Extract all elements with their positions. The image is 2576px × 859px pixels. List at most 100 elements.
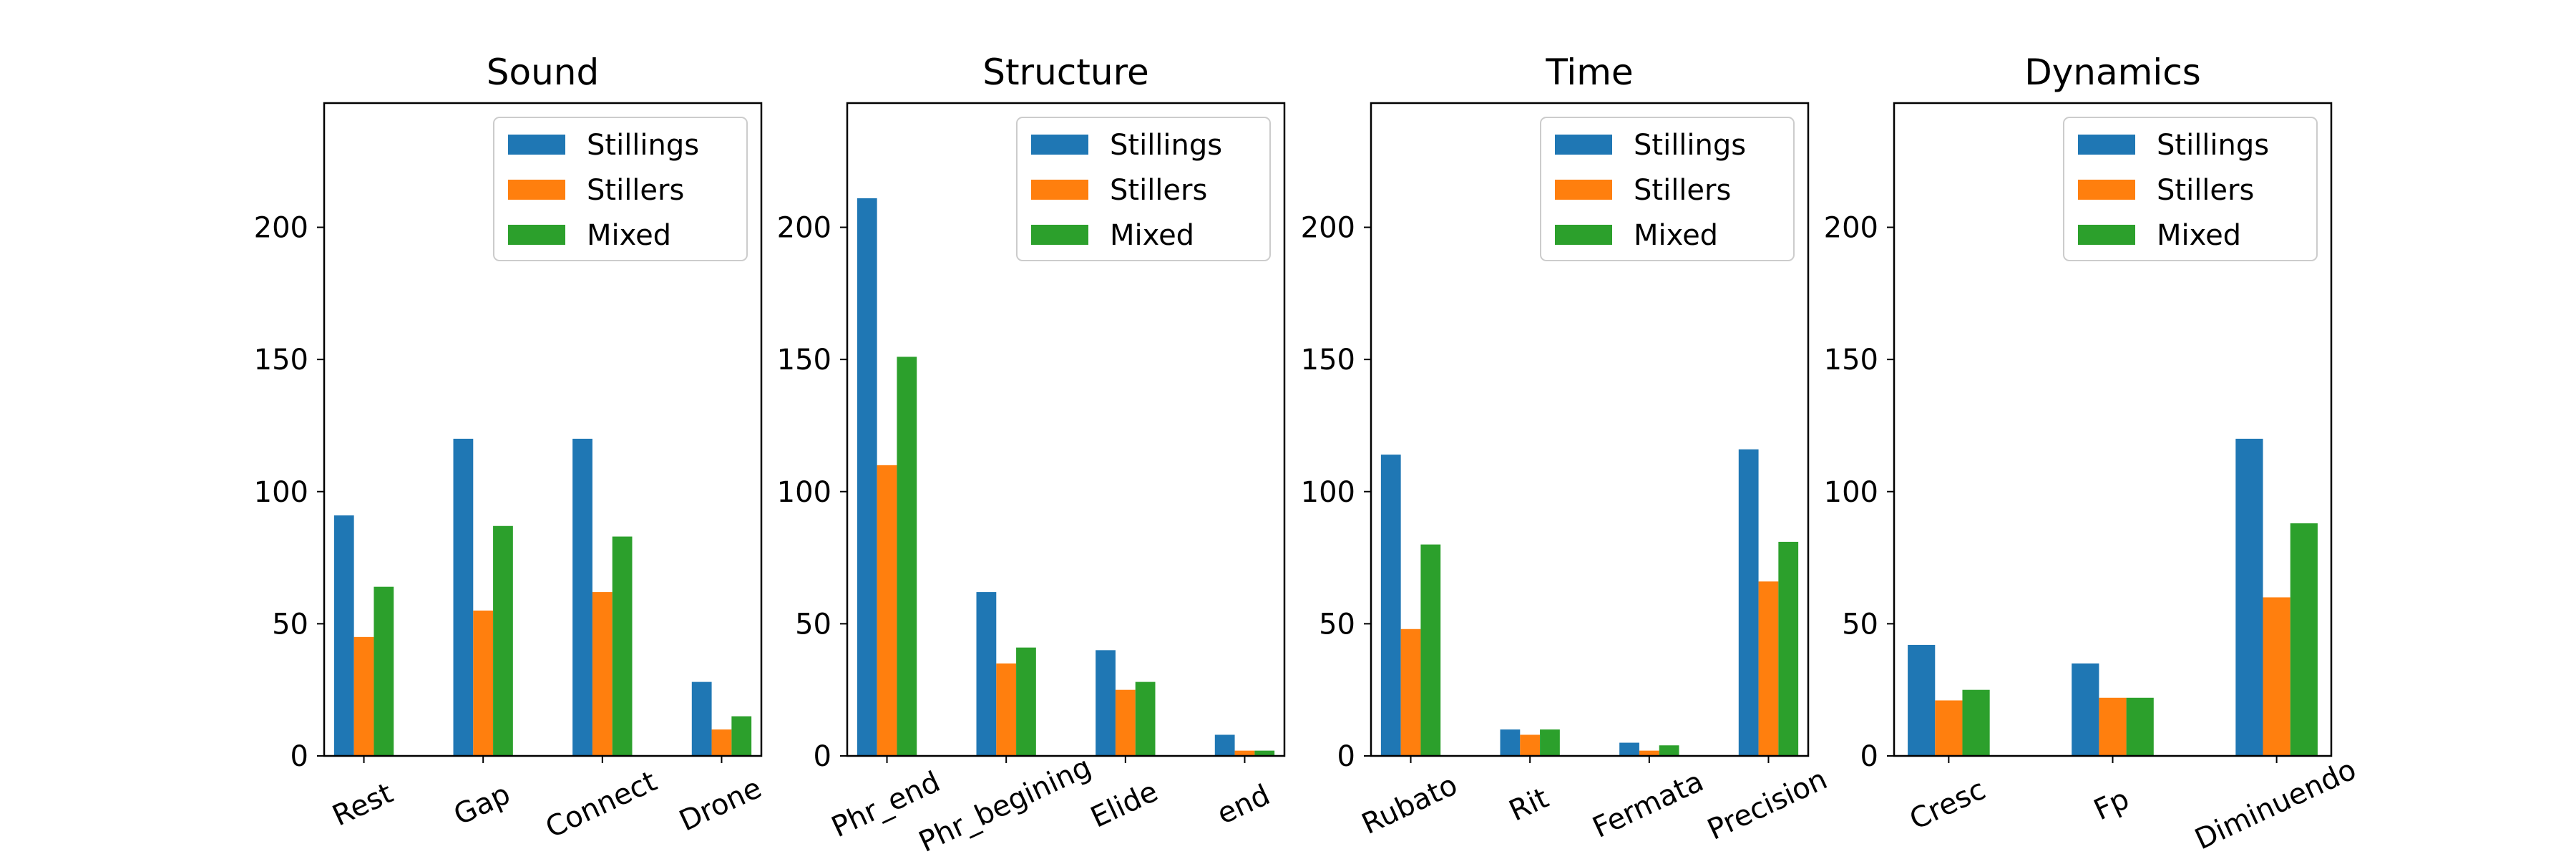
legend-swatch-stillings <box>508 135 565 155</box>
legend-label-stillings: Stillings <box>1110 129 1222 162</box>
legend-label-mixed: Mixed <box>1110 219 1194 252</box>
x-tick-label-fp: Fp <box>2089 782 2134 827</box>
y-tick-label: 200 <box>1301 212 1355 245</box>
legend-swatch-stillers <box>1555 180 1612 200</box>
x-tick-label-elide: Elide <box>1085 775 1163 835</box>
y-tick-label: 200 <box>1824 212 1878 245</box>
bar-mixed-connect <box>612 536 633 756</box>
legend-swatch-stillings <box>2078 135 2135 155</box>
bar-mixed-fermata <box>1659 745 1679 756</box>
bar-mixed-cresc <box>1962 689 1990 756</box>
y-tick-label: 50 <box>272 608 308 641</box>
bar-stillings-end <box>1214 734 1235 756</box>
legend-label-mixed: Mixed <box>2157 219 2241 252</box>
bar-stillers-diminuendo <box>2263 597 2290 756</box>
y-tick-label: 200 <box>777 212 831 245</box>
x-tick-label-precision: Precision <box>1702 763 1832 847</box>
bar-stillings-cresc <box>1908 644 1936 756</box>
x-tick-label-end: end <box>1212 778 1275 831</box>
bar-stillings-phr-begining <box>976 592 997 756</box>
legend: Stillings Stillers Mixed <box>493 117 748 261</box>
bar-stillings-rubato <box>1380 455 1401 756</box>
x-tick-label-connect: Connect <box>541 765 662 845</box>
y-tick-label: 0 <box>1860 740 1878 773</box>
bar-stillings-fermata <box>1619 742 1639 756</box>
y-tick-label: 150 <box>1301 344 1355 377</box>
bar-stillers-drone <box>711 729 732 756</box>
bar-mixed-phr-end <box>897 356 917 757</box>
legend: Stillings Stillers Mixed <box>1016 117 1271 261</box>
legend-label-mixed: Mixed <box>587 219 671 252</box>
y-tick-label: 100 <box>777 476 831 509</box>
x-tick-label-cresc: Cresc <box>1905 773 1991 837</box>
bar-stillings-gap <box>453 438 474 756</box>
bar-stillers-end <box>1234 750 1255 756</box>
legend-label-stillings: Stillings <box>587 129 699 162</box>
y-tick-label: 100 <box>254 476 308 509</box>
bar-stillers-rest <box>353 636 374 756</box>
y-tick-label: 50 <box>1319 608 1355 641</box>
bar-mixed-elide <box>1135 681 1156 756</box>
legend-swatch-mixed <box>1555 225 1612 245</box>
y-tick-label: 100 <box>1301 476 1355 509</box>
legend: Stillings Stillers Mixed <box>1540 117 1795 261</box>
legend-label-stillers: Stillers <box>1110 174 1207 207</box>
x-tick-label-gap: Gap <box>449 777 515 832</box>
bar-stillers-cresc <box>1935 700 1963 756</box>
x-tick-label-fermata: Fermata <box>1588 765 1709 845</box>
x-tick-label-phr-begining: Phr_begining <box>914 751 1096 859</box>
bar-stillers-fp <box>2099 697 2127 756</box>
legend: Stillings Stillers Mixed <box>2063 117 2318 261</box>
bar-stillers-rit <box>1520 734 1541 756</box>
bar-stillings-rit <box>1500 729 1521 756</box>
legend-label-stillers: Stillers <box>587 174 684 207</box>
x-tick-label-rest: Rest <box>328 777 398 833</box>
axes-frame <box>1370 102 1810 757</box>
y-tick-label: 150 <box>1824 344 1878 377</box>
bar-stillers-phr-begining <box>996 663 1017 756</box>
bar-stillers-phr-end <box>877 465 897 756</box>
legend-swatch-stillings <box>1555 135 1612 155</box>
legend-label-stillers: Stillers <box>1634 174 1731 207</box>
bar-mixed-rubato <box>1420 544 1441 756</box>
panel-dynamics: 0 50 100 150 200 Cresc Fp Diminuendo Dynamics Sti… <box>1824 52 2361 856</box>
bar-stillers-gap <box>473 610 494 756</box>
bar-mixed-drone <box>731 716 752 756</box>
bar-stillings-fp <box>2072 663 2099 756</box>
y-tick-label: 0 <box>1337 740 1355 773</box>
x-tick-label-diminuendo: Diminuendo <box>2190 753 2361 856</box>
x-tick-label-rit: Rit <box>1504 782 1553 828</box>
y-tick-label: 50 <box>1842 608 1878 641</box>
axes-frame <box>846 102 1286 757</box>
bar-stillers-elide <box>1115 689 1136 756</box>
bar-stillers-precision <box>1758 581 1779 756</box>
legend-swatch-stillers <box>1031 180 1088 200</box>
x-tick-label-drone: Drone <box>674 772 766 838</box>
bar-stillings-rest <box>333 515 354 756</box>
bar-stillers-connect <box>592 592 613 756</box>
bar-stillings-phr-end <box>857 198 877 756</box>
bar-mixed-fp <box>2126 697 2154 756</box>
y-tick-label: 100 <box>1824 476 1878 509</box>
panel-sound: 0 50 100 150 200 Rest Gap Connect Drone Sound Stil… <box>254 52 767 845</box>
bar-stillers-rubato <box>1400 629 1421 756</box>
chart-title: Time <box>1545 52 1633 93</box>
legend-swatch-mixed <box>1031 225 1088 245</box>
bar-mixed-phr-begining <box>1016 647 1036 756</box>
legend-label-stillings: Stillings <box>1634 129 1746 162</box>
y-tick-label: 0 <box>291 740 308 773</box>
y-tick-label: 50 <box>795 608 831 641</box>
chart-title: Structure <box>982 52 1149 93</box>
y-tick-label: 0 <box>814 740 831 773</box>
legend-swatch-mixed <box>2078 225 2135 245</box>
axes-frame <box>323 102 763 757</box>
chart-title: Dynamics <box>2024 52 2201 93</box>
x-tick-label-rubato: Rubato <box>1357 768 1463 840</box>
bar-mixed-diminuendo <box>2290 523 2318 756</box>
bar-mixed-rest <box>374 586 394 756</box>
legend-label-stillers: Stillers <box>2157 174 2254 207</box>
chart-title: Sound <box>487 52 599 93</box>
bar-mixed-precision <box>1778 541 1799 756</box>
